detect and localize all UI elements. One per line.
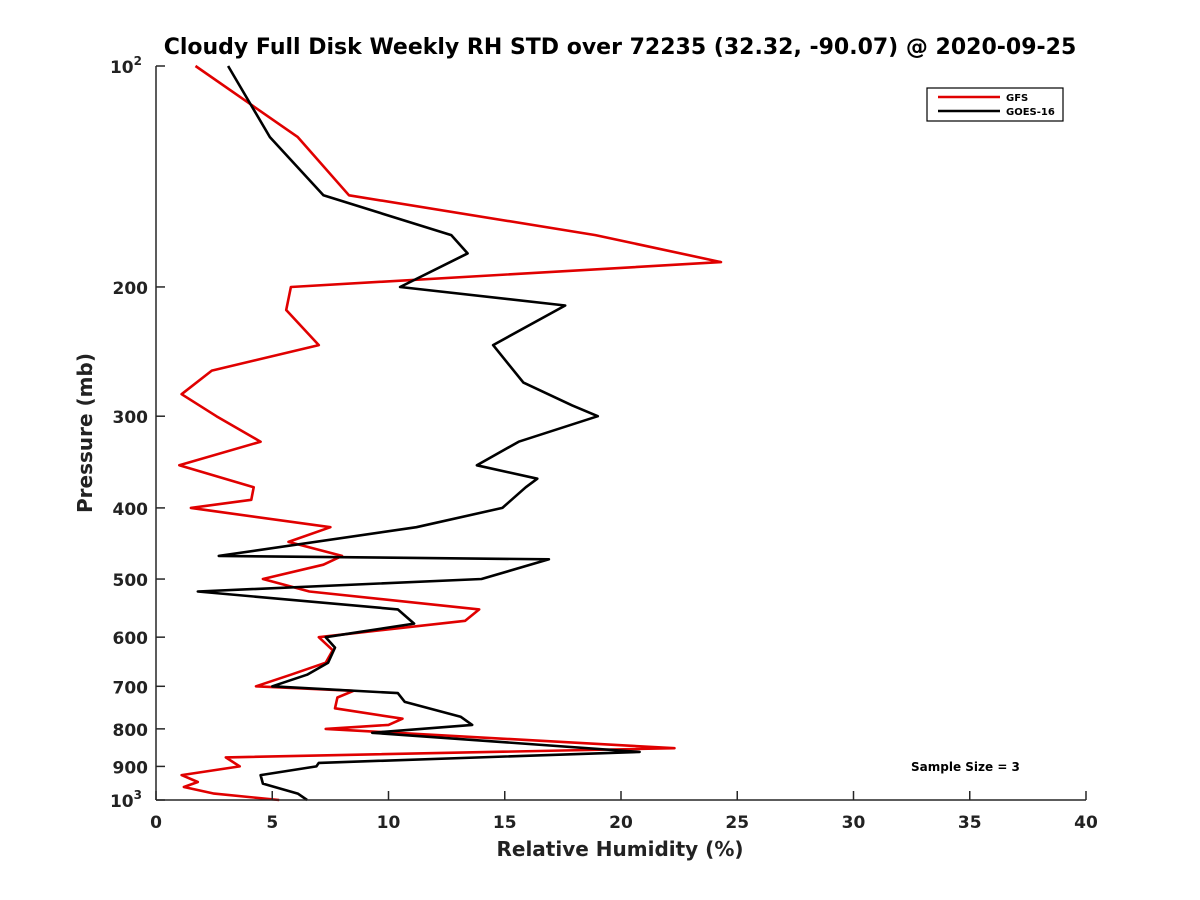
- x-axis-label: Relative Humidity (%): [496, 837, 743, 861]
- x-tick-label: 40: [1074, 813, 1098, 833]
- x-tick-label: 10: [377, 813, 401, 833]
- y-tick-label: 300: [113, 408, 149, 428]
- series-layer: [178, 64, 723, 802]
- x-tick-label: 30: [842, 813, 866, 833]
- y-tick-label: 103: [110, 788, 142, 812]
- ticks-layer: 0 5 10 15 20 25 30 35 40 102 200 300 400 500 600 700 800…: [110, 54, 1098, 833]
- x-tick-label: 20: [609, 813, 633, 833]
- legend-box: [926, 87, 1064, 122]
- y-tick-label: 200: [113, 279, 149, 299]
- legend-label-gfs: GFS: [1006, 93, 1028, 104]
- legend-label-goes16: GOES-16: [1006, 107, 1055, 118]
- x-tick-label: 15: [493, 813, 517, 833]
- legend: GFS GOES-16: [926, 87, 1064, 122]
- y-tick-label: 800: [113, 721, 149, 741]
- y-tick-label: 600: [113, 629, 149, 649]
- y-tick-label: 102: [110, 54, 142, 78]
- sample-size-annotation: Sample Size = 3: [911, 760, 1020, 774]
- y-tick-label: 900: [113, 758, 149, 778]
- x-tick-label: 25: [725, 813, 749, 833]
- chart-title: Cloudy Full Disk Weekly RH STD over 7223…: [164, 35, 1077, 60]
- x-tick-label: 35: [958, 813, 982, 833]
- y-tick-label: 500: [113, 571, 149, 591]
- x-tick-label: 5: [266, 813, 278, 833]
- y-tick-label: 400: [113, 500, 149, 520]
- series-line-gfs: [178, 64, 723, 802]
- y-axis-label: Pressure (mb): [73, 353, 97, 513]
- series-line-goes16: [196, 65, 641, 802]
- x-tick-label: 0: [150, 813, 162, 833]
- plot-area: [156, 66, 1086, 800]
- y-tick-label: 700: [113, 678, 149, 698]
